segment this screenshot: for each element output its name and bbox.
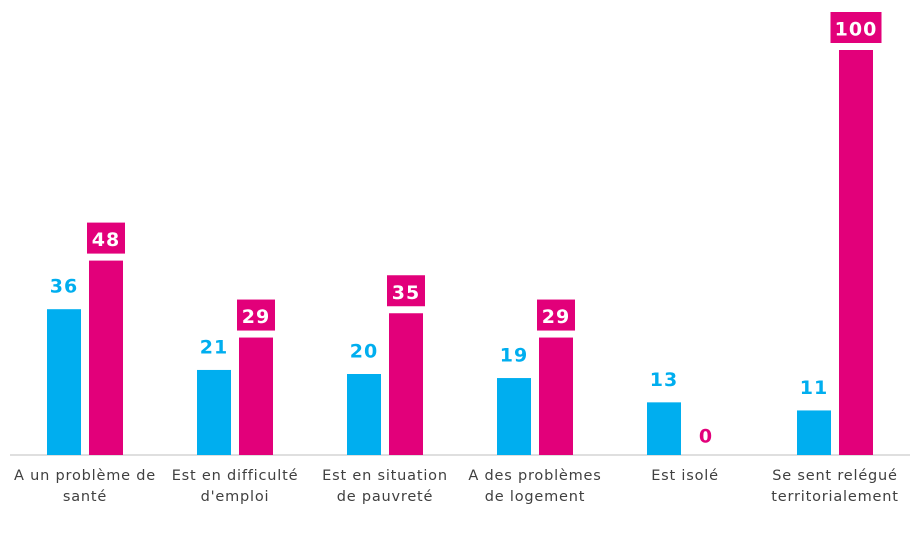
value-label: 29 [242, 306, 270, 328]
bar [539, 337, 573, 455]
value-label-box [87, 222, 125, 254]
value-label: 20 [350, 341, 378, 363]
bar [347, 374, 381, 455]
value-label-box [537, 299, 575, 331]
value-label: 48 [92, 229, 120, 251]
value-label: 35 [392, 282, 420, 304]
value-label: 29 [542, 306, 570, 328]
value-label-box [237, 299, 275, 331]
value-label: 19 [500, 345, 528, 367]
x-tick-label: A des problèmes de logement [468, 468, 602, 505]
value-label: 0 [699, 426, 713, 448]
bar [197, 369, 231, 455]
bar [839, 50, 873, 455]
bar [239, 337, 273, 455]
x-tick-label: Est isolé [651, 468, 719, 484]
value-label: 13 [650, 369, 678, 391]
x-tick-label: Se sent relégué territorialement [771, 468, 899, 505]
value-label: 21 [200, 336, 228, 358]
value-label: 36 [50, 276, 78, 298]
x-tick-label: Est en situation de pauvreté [322, 468, 448, 505]
bar [47, 309, 81, 455]
value-label-box [830, 12, 882, 43]
bar [797, 410, 831, 455]
value-label: 11 [800, 377, 828, 399]
x-tick-label: A un problème de santé [14, 468, 156, 505]
x-tick-label: Est en difficulté d'emploi [171, 468, 299, 505]
bar [497, 378, 531, 455]
value-label: 100 [835, 19, 878, 41]
bar [647, 402, 681, 455]
bar [89, 260, 123, 455]
bar [389, 313, 423, 455]
value-label-box [387, 275, 425, 307]
